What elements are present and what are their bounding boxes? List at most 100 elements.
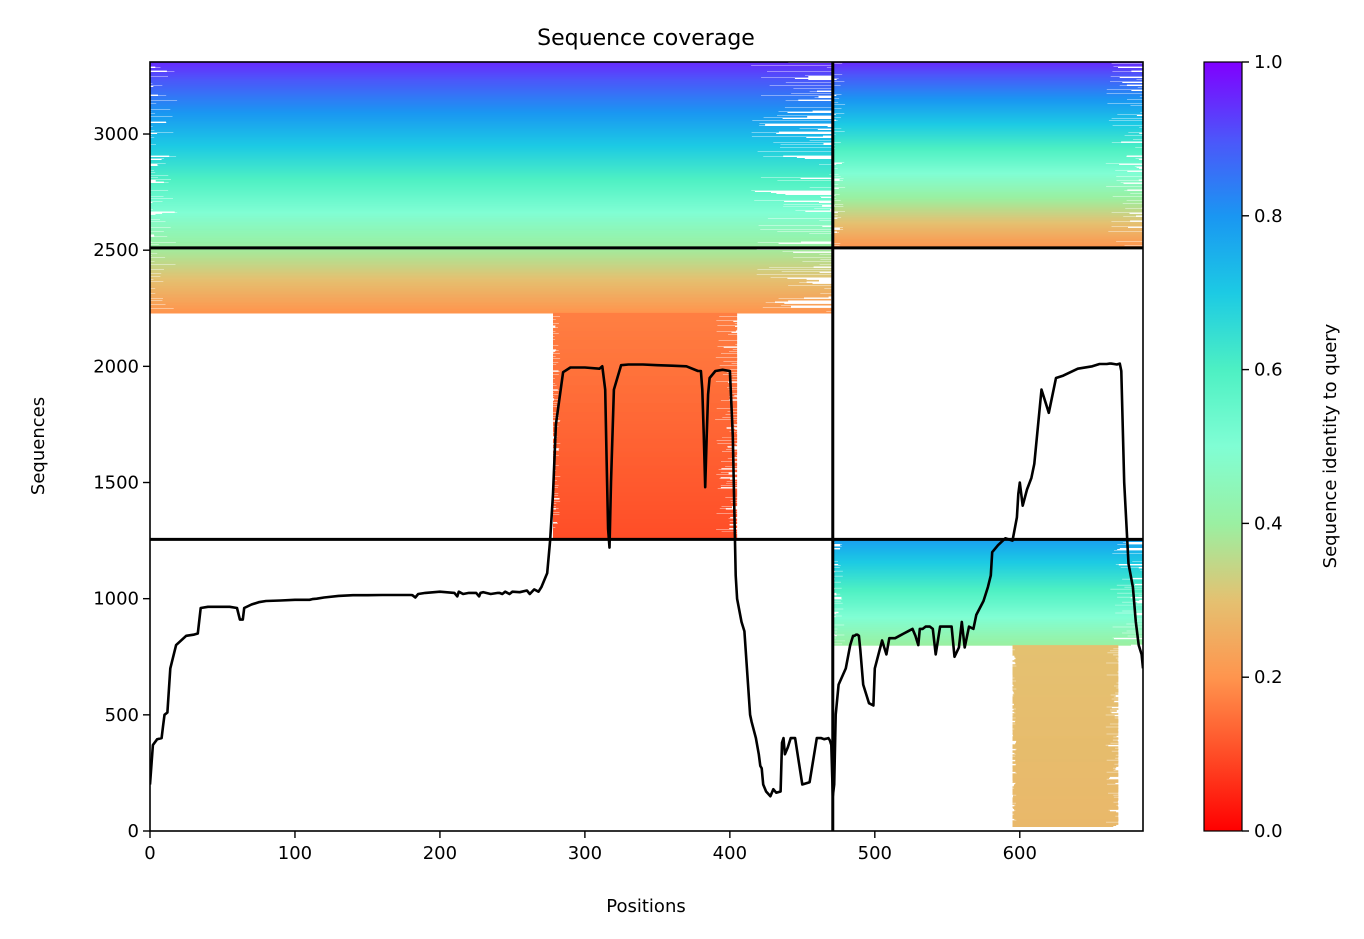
heatmap-row bbox=[832, 68, 1143, 70]
heatmap-row bbox=[150, 276, 771, 279]
heatmap-row bbox=[553, 455, 738, 458]
heatmap-row bbox=[150, 282, 813, 285]
heatmap-row bbox=[553, 421, 738, 424]
heatmap-row bbox=[832, 101, 1143, 103]
heatmap-row bbox=[832, 576, 1143, 578]
heatmap-row bbox=[160, 275, 833, 278]
heatmap-row bbox=[1012, 681, 1119, 683]
heatmap-row bbox=[150, 136, 752, 138]
heatmap-row bbox=[555, 382, 738, 385]
heatmap-row bbox=[553, 333, 728, 336]
heatmap-row bbox=[1013, 695, 1116, 697]
heatmap-row bbox=[157, 133, 777, 135]
plot-area bbox=[150, 62, 1143, 831]
heatmap-row bbox=[558, 486, 721, 489]
heatmap-block-bottom-right-lower bbox=[1012, 645, 1119, 827]
heatmap-row bbox=[1014, 649, 1119, 651]
heatmap-row bbox=[176, 156, 764, 158]
heatmap-row bbox=[169, 155, 784, 157]
heatmap-row bbox=[832, 166, 1137, 169]
heatmap-row bbox=[835, 119, 1143, 121]
heatmap-row bbox=[1012, 776, 1110, 778]
heatmap-row bbox=[150, 183, 833, 185]
heatmap-row bbox=[150, 63, 833, 65]
heatmap-row bbox=[553, 535, 738, 537]
heatmap-row bbox=[832, 87, 1138, 89]
heatmap-row bbox=[150, 82, 786, 84]
heatmap-row bbox=[150, 142, 774, 144]
heatmap-row bbox=[163, 196, 821, 198]
heatmap-row bbox=[1015, 753, 1119, 755]
heatmap-row bbox=[1012, 713, 1119, 715]
heatmap-row bbox=[150, 185, 833, 187]
heatmap-row bbox=[150, 258, 821, 261]
heatmap-row bbox=[150, 120, 753, 122]
heatmap-row bbox=[559, 420, 737, 423]
heatmap-row bbox=[832, 188, 1128, 191]
heatmap-row bbox=[832, 584, 1117, 586]
heatmap-row bbox=[151, 254, 833, 257]
heatmap-row bbox=[175, 241, 758, 244]
heatmap-row bbox=[844, 624, 1143, 626]
heatmap-row bbox=[837, 211, 1112, 214]
heatmap-row bbox=[553, 323, 738, 326]
heatmap-row bbox=[840, 175, 1117, 178]
heatmap-row bbox=[150, 128, 800, 130]
heatmap-row bbox=[832, 110, 1143, 112]
heatmap-row bbox=[177, 211, 833, 214]
heatmap-row bbox=[832, 128, 1143, 131]
heatmap-row bbox=[832, 201, 1143, 204]
heatmap-row bbox=[1012, 779, 1119, 781]
heatmap-row bbox=[1012, 737, 1119, 739]
heatmap-row bbox=[553, 418, 716, 421]
x-axis-label: Positions bbox=[606, 896, 685, 917]
heatmap-row bbox=[167, 235, 833, 238]
heatmap-row bbox=[1012, 744, 1106, 746]
heatmap-row bbox=[832, 630, 1127, 632]
heatmap-row bbox=[832, 632, 1122, 634]
heatmap-row bbox=[832, 138, 1133, 141]
heatmap-row bbox=[832, 209, 1143, 212]
heatmap-row bbox=[832, 190, 1143, 193]
heatmap-row bbox=[838, 173, 1143, 176]
heatmap-row bbox=[836, 95, 1143, 97]
heatmap-row bbox=[834, 577, 1132, 579]
heatmap-row bbox=[556, 411, 738, 414]
heatmap-row bbox=[554, 452, 738, 455]
heatmap-row bbox=[1012, 648, 1114, 650]
heatmap-row bbox=[553, 474, 738, 477]
heatmap-row bbox=[553, 343, 736, 346]
heatmap-row bbox=[150, 152, 833, 154]
heatmap-row bbox=[150, 64, 833, 66]
colorbar-tick-label: 0.8 bbox=[1254, 206, 1283, 227]
heatmap-row bbox=[832, 561, 1143, 563]
heatmap-row bbox=[171, 179, 833, 181]
heatmap-row bbox=[150, 167, 833, 169]
heatmap-row bbox=[558, 448, 727, 451]
heatmap-row bbox=[832, 614, 1134, 616]
heatmap-row bbox=[553, 531, 738, 533]
heatmap-row bbox=[150, 300, 775, 303]
heatmap-row bbox=[150, 281, 800, 284]
heatmap-row bbox=[150, 73, 833, 75]
heatmap-row bbox=[836, 592, 1118, 594]
heatmap-row bbox=[1012, 725, 1119, 727]
heatmap-row bbox=[832, 629, 1143, 631]
heatmap-row bbox=[555, 325, 735, 328]
heatmap-row bbox=[1012, 800, 1118, 802]
heatmap-row bbox=[1012, 727, 1119, 729]
heatmap-row bbox=[166, 121, 833, 123]
heatmap-row bbox=[553, 510, 735, 513]
heatmap-row bbox=[556, 348, 733, 351]
heatmap-row bbox=[168, 190, 752, 192]
heatmap-row bbox=[150, 295, 829, 298]
heatmap-row bbox=[1012, 667, 1119, 669]
heatmap-row bbox=[556, 384, 738, 387]
heatmap-row bbox=[155, 292, 821, 295]
heatmap-row bbox=[155, 113, 833, 115]
heatmap-row bbox=[150, 99, 799, 101]
heatmap-row bbox=[553, 489, 738, 492]
heatmap-row bbox=[150, 79, 809, 81]
heatmap-row bbox=[553, 430, 730, 433]
heatmap-row bbox=[150, 207, 815, 210]
